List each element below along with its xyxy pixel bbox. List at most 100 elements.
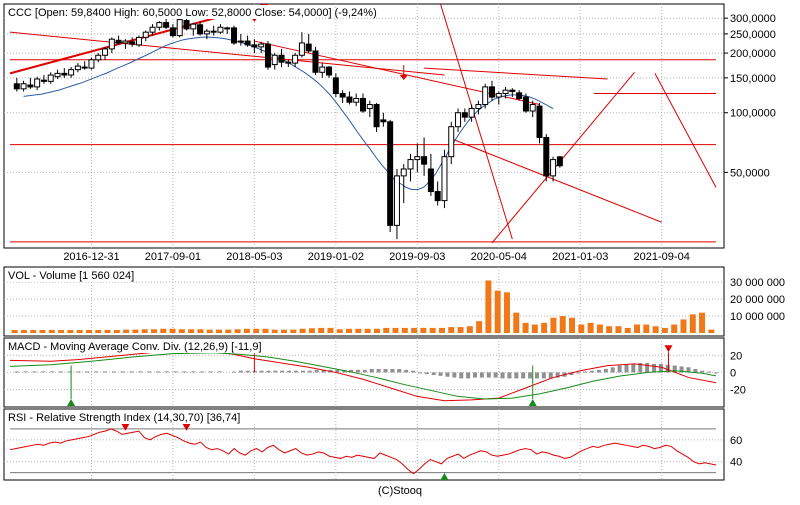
price-tick-label: 50,0000 (730, 167, 770, 179)
macd-tick-label: 20 (730, 350, 742, 362)
volume-bar (290, 329, 297, 333)
candle-down (373, 104, 380, 128)
price-legend-bg (5, 5, 315, 19)
macd-histogram-bar (473, 372, 478, 378)
candle-down (326, 66, 333, 76)
macd-histogram-bar (111, 371, 116, 373)
candle-up (74, 65, 81, 71)
volume-bar (606, 326, 613, 333)
macd-histogram-bar (583, 371, 588, 373)
candle-up (102, 48, 109, 56)
rsi-tick-label: 60 (730, 435, 742, 447)
macd-histogram-bar (534, 372, 539, 379)
candle-down (278, 54, 285, 63)
macd-histogram-bar (700, 370, 705, 373)
candle-up (203, 30, 210, 35)
macd-histogram-bar (707, 371, 712, 373)
date-tick-label: 2019-01-02 (308, 251, 364, 263)
macd-histogram-bar (631, 363, 636, 373)
candle-up (217, 26, 224, 33)
macd-histogram-bar (672, 365, 677, 373)
candle-up (54, 72, 61, 78)
macd-histogram-bar (85, 371, 90, 373)
macd-histogram-bar (217, 371, 222, 373)
trend-line (451, 138, 662, 223)
macd-histogram-bar (390, 369, 395, 373)
candle-up (258, 43, 265, 48)
candle-down (129, 41, 136, 45)
macd-histogram-bar (665, 364, 670, 373)
candle-down (339, 93, 346, 98)
macd-histogram-bar (617, 365, 622, 373)
volume-bars: 30 000 000 20 000 000 10 000 000 (4, 267, 785, 336)
volume-bar (113, 329, 120, 333)
candle-up (176, 19, 183, 37)
macd-histogram-bar (173, 371, 178, 373)
candle-up (455, 112, 462, 128)
macd-histogram-bar (514, 372, 519, 379)
candle-up (292, 54, 299, 64)
candle-down (522, 96, 529, 112)
candle-up (237, 40, 244, 43)
price-legend: CCC [Open: 59,8400 High: 60,5000 Low: 52… (8, 7, 377, 19)
candle-up (47, 74, 54, 82)
candle-down (380, 119, 387, 123)
candle-down (13, 83, 20, 90)
volume-bar (234, 329, 241, 333)
volume-bar (11, 329, 18, 333)
volume-bar (253, 328, 260, 333)
volume-bar (699, 312, 706, 333)
volume-bar (596, 324, 603, 333)
macd-histogram-bar (208, 371, 213, 373)
candle-up (414, 156, 421, 161)
candle-down (264, 43, 271, 68)
macd-histogram-bar (486, 372, 491, 378)
candle-down (516, 92, 523, 99)
volume-bar (680, 319, 687, 333)
macd-histogram-bar (369, 369, 374, 373)
volume-bar (132, 329, 139, 333)
volume-bar (188, 329, 195, 333)
candle-down (556, 156, 563, 167)
candle-up (68, 69, 75, 76)
volume-bar (689, 314, 696, 333)
macd-histogram-bar (307, 370, 312, 373)
candle-down (421, 156, 428, 165)
footer-credit: (C)Stooq (377, 485, 423, 497)
macd-tick-label: -20 (730, 385, 746, 397)
macd-histogram-bar (466, 372, 471, 379)
candle-up (20, 83, 27, 90)
date-tick-label: 2020-05-04 (471, 251, 527, 263)
macd-histogram-bar (321, 369, 326, 373)
candle-up (149, 26, 156, 33)
volume-bar (20, 329, 27, 333)
candle-down (543, 136, 550, 177)
date-tick-label: 2019-09-03 (389, 251, 445, 263)
volume-bar (513, 312, 520, 333)
volume-bar (503, 292, 510, 333)
macd-histogram-bar (548, 372, 553, 379)
macd-histogram-bar (238, 370, 243, 373)
macd-histogram-bar (528, 372, 533, 379)
macd-tick-label: 0 (730, 367, 736, 379)
macd-histogram-bar (493, 372, 498, 378)
macd-histogram-bar (693, 369, 698, 373)
macd-histogram-bar (314, 369, 319, 373)
price-tick-label: 300,0000 (730, 13, 776, 25)
macd-histogram-bar (479, 372, 484, 378)
trend-lines (9, 4, 717, 244)
date-tick-label: 2021-01-03 (552, 251, 608, 263)
volume-bar (364, 328, 371, 333)
volume-bar (448, 327, 455, 333)
volume-bar (587, 322, 594, 333)
volume-legend-bg (5, 268, 133, 282)
candle-down (197, 24, 204, 35)
volume-tick-label: 10 000 000 (730, 311, 785, 323)
candle-down (387, 121, 394, 226)
candle-down (231, 27, 238, 44)
candle-up (190, 23, 197, 30)
macd-histogram-bar (569, 372, 574, 375)
candle-up (495, 93, 502, 98)
trend-line (424, 67, 608, 80)
